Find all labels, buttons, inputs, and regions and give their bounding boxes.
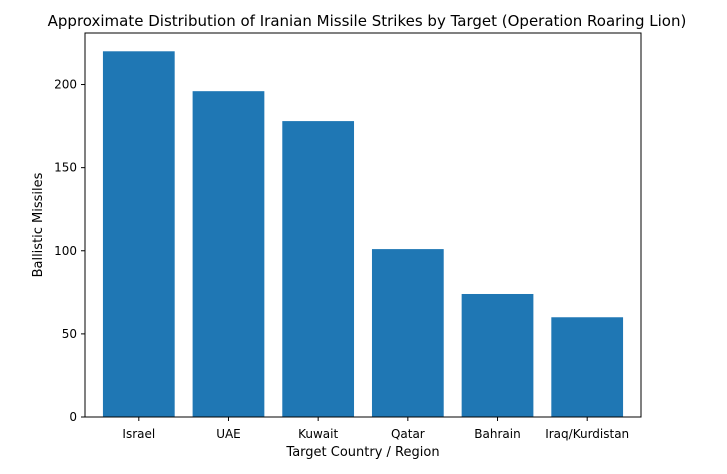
x-axis-label: Target Country / Region (285, 445, 439, 460)
x-tick-label: Qatar (391, 427, 425, 441)
bar-kuwait (282, 121, 355, 417)
y-axis-label: Ballistic Missiles (31, 172, 46, 277)
bar-bahrain (461, 293, 534, 417)
bar-israel (102, 51, 175, 417)
chart-title: Approximate Distribution of Iranian Miss… (48, 12, 687, 30)
x-tick-label: Bahrain (474, 427, 520, 441)
plot-frame (84, 32, 642, 418)
bar-qatar (371, 249, 444, 417)
x-tick-label: Israel (122, 427, 155, 441)
x-tick-label: Iraq/Kurdistan (545, 427, 629, 441)
bars-layer (102, 51, 624, 418)
y-tick-label: 50 (62, 327, 77, 341)
y-tick-label: 150 (54, 161, 77, 175)
y-ticks: 0 50 100 150 200 (54, 78, 85, 424)
x-ticks: Israel UAE Kuwait Qatar Bahrain Iraq/Kurdista… (122, 417, 629, 441)
axes-layer (84, 32, 642, 418)
bar-iraq-kurdistan (551, 317, 624, 417)
y-tick-label: 100 (54, 244, 77, 258)
x-tick-label: UAE (216, 427, 241, 441)
y-tick-label: 0 (69, 410, 77, 424)
y-tick-label: 200 (54, 78, 77, 92)
bar-uae (192, 91, 265, 418)
x-tick-label: Kuwait (298, 427, 338, 441)
